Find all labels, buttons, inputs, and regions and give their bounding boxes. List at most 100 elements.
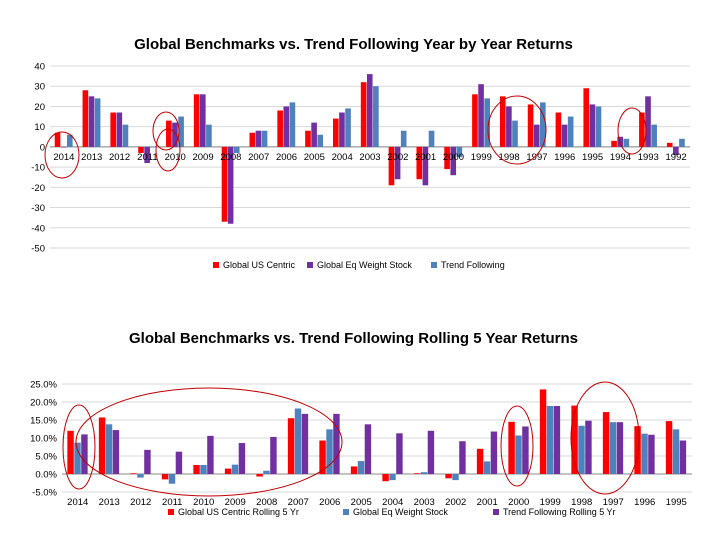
bar-2-trend-following-rolling-5-yr-2006 [333,413,340,474]
x-tick-label-2: 2007 [288,497,309,508]
bar-1-trend-following-1993 [651,124,657,147]
x-tick-label-2: 2004 [382,497,403,508]
x-tick-label-1: 2004 [332,152,353,163]
bar-1-global-eq-weight-stock-1996 [561,124,568,147]
bar-1-global-eq-weight-stock-2012 [116,112,123,147]
bar-1-global-eq-weight-stock-2010 [172,122,178,147]
bar-1-global-us-centric-1996 [555,112,562,147]
bar-2-trend-following-rolling-5-yr-2001 [490,431,498,474]
bar-2-global-us-centric-rolling-5-yr-1996 [634,426,641,474]
bar-1-trend-following-2012 [122,124,129,147]
legend-swatch-2-1 [168,509,174,515]
y-tick-label-1: -40 [31,223,45,234]
x-tick-label-1: 2010 [165,152,186,163]
bar-2-global-us-centric-rolling-5-yr-2001 [476,448,484,474]
x-tick-label-1: 2000 [443,152,464,163]
bar-1-trend-following-1999 [484,98,490,147]
x-tick-label-2: 1995 [666,497,687,508]
bar-1-global-us-centric-2014 [54,132,61,147]
bar-2-trend-following-rolling-5-yr-2012 [144,449,151,474]
bar-2-trend-following-rolling-5-yr-1999 [553,405,561,474]
x-tick-label-2: 2008 [256,497,277,508]
chart-1-title: Global Benchmarks vs. Trend Following Ye… [134,36,573,53]
bar-2-global-eq-weight-stock-2014 [74,442,81,474]
bar-2-global-eq-weight-stock-2012 [137,474,144,478]
bar-1-trend-following-2009 [206,124,212,147]
bar-1-global-eq-weight-stock-1994 [617,136,623,147]
y-tick-label-1: 0 [40,142,45,153]
bar-2-trend-following-rolling-5-yr-1995 [679,440,687,474]
x-tick-label-1: 2012 [109,152,130,163]
bar-1-trend-following-2002 [400,130,407,147]
bar-1-global-us-centric-2000 [444,146,450,170]
bar-1-global-eq-weight-stock-2000 [450,146,457,176]
bar-1-global-eq-weight-stock-2013 [88,96,95,147]
bar-1-global-eq-weight-stock-2004 [339,112,345,147]
x-tick-label-1: 1996 [554,152,575,163]
bar-1-global-eq-weight-stock-2007 [255,130,262,147]
bar-1-trend-following-2005 [317,134,324,147]
bar-1-trend-following-2001 [428,130,435,147]
bar-2-global-eq-weight-stock-2000 [515,435,522,474]
bar-2-trend-following-rolling-5-yr-1997 [616,422,624,474]
legend-label-1-3: Trend Following [441,260,505,270]
highlight-circle-2-4 [570,381,640,495]
x-tick-label-1: 1999 [471,152,492,163]
bar-2-global-us-centric-rolling-5-yr-2011 [161,474,169,480]
x-tick-label-2: 2011 [162,497,182,508]
bar-2-global-eq-weight-stock-2003 [420,472,428,474]
bar-1-global-us-centric-2008 [221,146,228,222]
y-tick-label-1: 30 [34,82,45,93]
bar-1-trend-following-1995 [595,106,602,147]
bar-2-global-eq-weight-stock-2001 [483,461,491,474]
bar-2-global-eq-weight-stock-2002 [452,474,459,481]
bar-2-global-us-centric-rolling-5-yr-2014 [67,430,74,474]
bar-1-trend-following-1992 [679,138,685,147]
x-tick-label-1: 2009 [192,152,213,163]
legend-label-2-2: Global Eq Weight Stock [353,507,448,517]
bar-1-trend-following-2010 [178,116,184,147]
highlight-circle-1-2 [155,128,181,172]
highlight-circle-1-1 [44,131,80,179]
bar-2-global-us-centric-rolling-5-yr-2008 [256,474,263,477]
x-tick-label-1: 2011 [137,152,157,163]
bar-2-global-us-centric-rolling-5-yr-2004 [382,474,389,482]
bar-1-global-us-centric-1997 [527,104,534,147]
bar-1-global-eq-weight-stock-1993 [645,96,651,147]
bar-1-trend-following-2011 [150,146,157,148]
bar-1-trend-following-1997 [540,102,546,147]
y-tick-label-1: -20 [31,183,45,194]
bar-1-global-us-centric-1992 [666,142,673,147]
highlight-circle-2-1 [62,404,96,490]
bar-1-global-us-centric-2010 [166,120,172,147]
y-tick-label-1: -30 [31,203,45,214]
x-tick-label-2: 2009 [225,497,246,508]
bar-2-trend-following-rolling-5-yr-2008 [270,436,277,474]
bar-1-global-us-centric-1998 [499,96,506,147]
bar-2-global-us-centric-rolling-5-yr-2010 [193,465,200,474]
bar-1-trend-following-2007 [261,130,268,147]
bar-2-global-us-centric-rolling-5-yr-2007 [287,418,295,474]
bar-1-global-us-centric-2007 [249,132,256,147]
y-tick-label-2: -5.0% [32,488,57,499]
bar-1-global-eq-weight-stock-2001 [422,146,429,186]
x-tick-label-1: 2014 [53,152,74,163]
x-tick-label-1: 1998 [499,152,520,163]
bar-1-global-eq-weight-stock-2008 [227,146,234,224]
bar-1-global-us-centric-2002 [388,146,395,186]
bar-1-global-us-centric-1995 [583,88,590,147]
y-tick-label-1: -50 [31,244,45,255]
bar-2-global-eq-weight-stock-2005 [357,461,365,474]
bar-2-global-us-centric-rolling-5-yr-1999 [539,389,547,474]
x-tick-label-1: 1997 [526,152,547,163]
bar-1-global-us-centric-2001 [416,146,423,180]
legend-swatch-2-3 [493,509,499,515]
bar-1-global-eq-weight-stock-2003 [366,74,373,147]
y-tick-label-2: 5.0% [35,452,57,463]
bar-1-global-eq-weight-stock-2002 [394,146,401,180]
highlight-circle-2-2 [75,387,343,497]
bar-2-global-eq-weight-stock-1998 [578,425,585,474]
x-tick-label-1: 1994 [610,152,631,163]
bar-1-trend-following-2003 [373,86,379,147]
bar-2-trend-following-rolling-5-yr-1998 [585,420,592,474]
